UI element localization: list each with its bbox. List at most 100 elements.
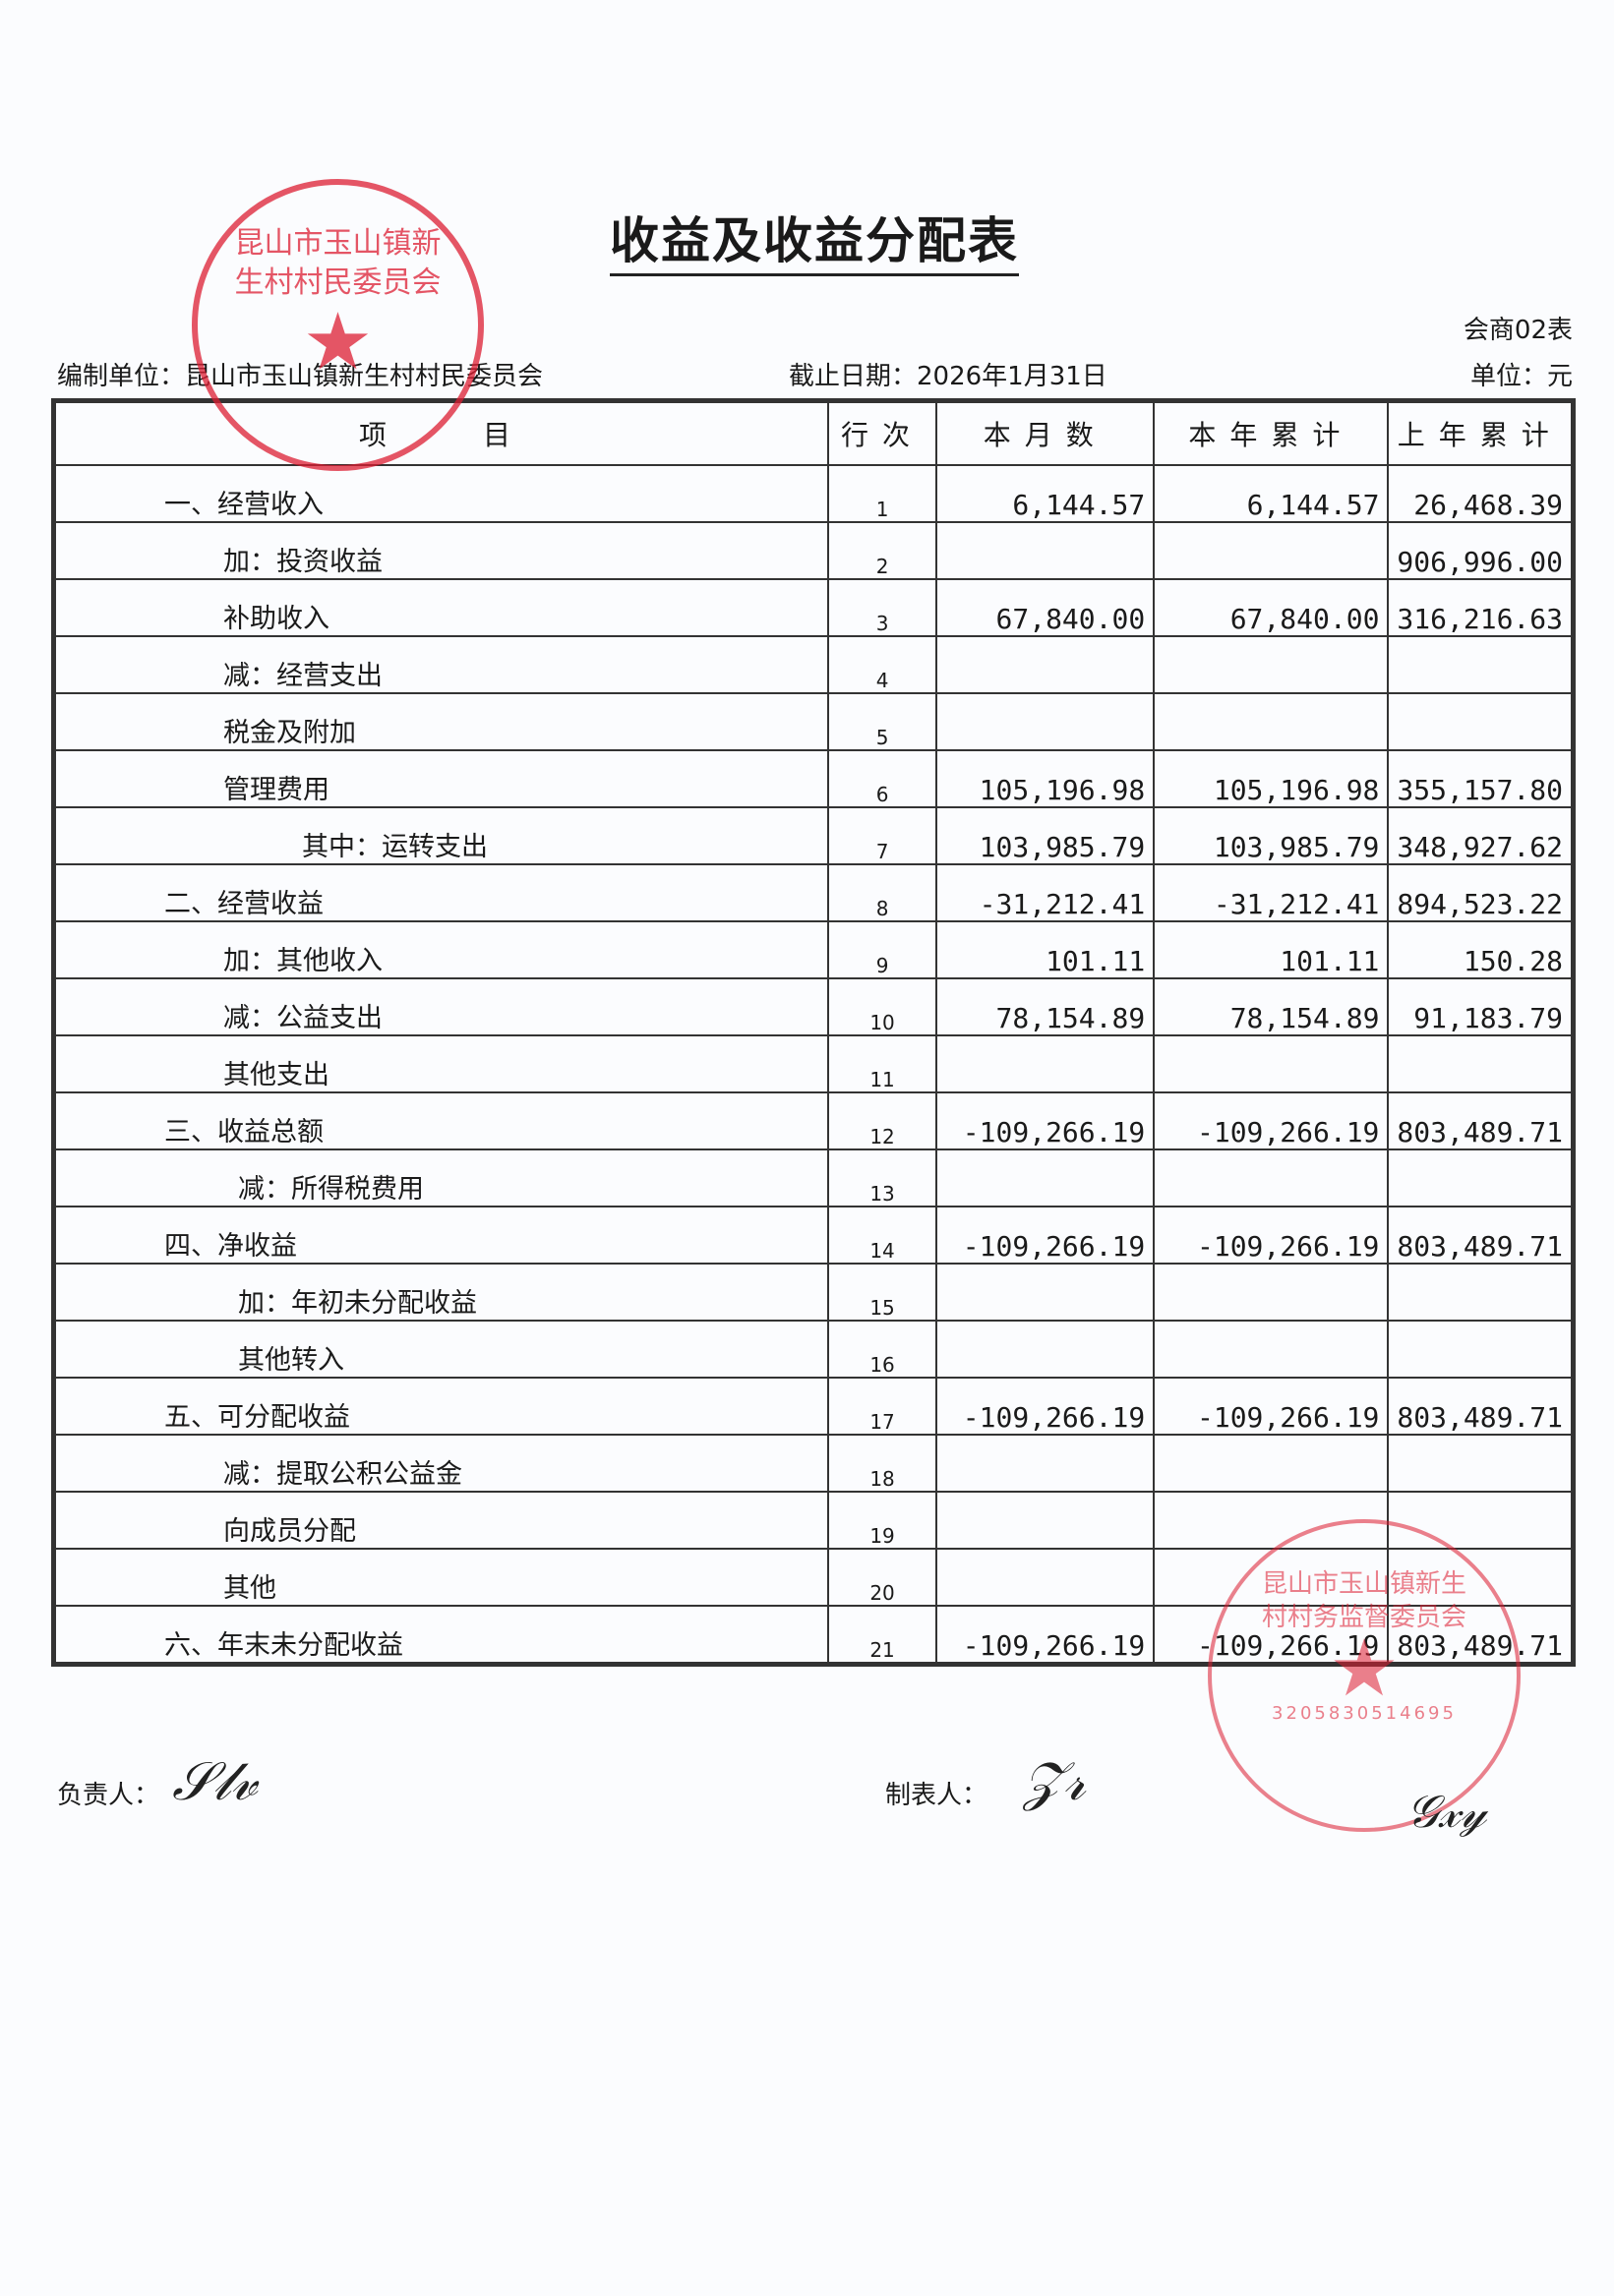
row-month: 67,840.00 <box>935 578 1156 637</box>
table-row: 减：公益支出 10 78,154.89 78,154.89 91,183.79 <box>52 977 1575 1036</box>
row-item: 减：公益支出 <box>52 977 829 1036</box>
row-prev: 348,927.62 <box>1387 806 1575 865</box>
row-prev: 91,183.79 <box>1387 977 1575 1036</box>
table-row: 加：其他收入 9 101.11 101.11 150.28 <box>52 920 1575 979</box>
row-prev: 355,157.80 <box>1387 749 1575 808</box>
stamp-text: 昆山市玉山镇新生村村民委员会 <box>234 226 442 300</box>
document-title: 收益及收益分配表 <box>0 202 1614 276</box>
table-row: 其他转入 16 <box>52 1320 1575 1379</box>
row-line: 3 <box>826 578 938 637</box>
row-month <box>935 1548 1156 1607</box>
row-prev: 894,523.22 <box>1387 863 1575 922</box>
row-line: 17 <box>826 1377 938 1436</box>
supervision-stamp: 昆山市玉山镇新生村村务监督委员会 ★ 3205830514695 <box>1208 1519 1521 1832</box>
row-ytd: -109,266.19 <box>1153 1377 1390 1436</box>
preparer-signature: 𝒵𝓇 <box>1023 1750 1086 1812</box>
row-item: 加：投资收益 <box>52 521 829 580</box>
row-item: 其中：运转支出 <box>52 806 829 865</box>
row-month: 103,985.79 <box>935 806 1156 865</box>
row-line: 16 <box>826 1320 938 1379</box>
row-ytd: 78,154.89 <box>1153 977 1390 1036</box>
preparer-label: 制表人： <box>885 1781 988 1810</box>
row-ytd: 105,196.98 <box>1153 749 1390 808</box>
row-item: 加：年初未分配收益 <box>52 1263 829 1322</box>
row-month: -31,212.41 <box>935 863 1156 922</box>
row-prev <box>1387 1148 1575 1207</box>
row-month: 6,144.57 <box>935 464 1156 523</box>
table-row: 其中：运转支出 7 103,985.79 103,985.79 348,927.62 <box>52 806 1575 865</box>
table-row: 三、收益总额 12 -109,266.19 -109,266.19 803,489.71 <box>52 1091 1575 1150</box>
row-item: 其他转入 <box>52 1320 829 1379</box>
row-item: 减：提取公积公益金 <box>52 1434 829 1493</box>
row-line: 14 <box>826 1206 938 1265</box>
row-line: 4 <box>826 635 938 694</box>
table-row: 减：提取公积公益金 18 <box>52 1434 1575 1493</box>
row-ytd: 101.11 <box>1153 920 1390 979</box>
row-month: -109,266.19 <box>935 1377 1156 1436</box>
row-ytd <box>1153 1320 1390 1379</box>
star-icon: ★ <box>1329 1622 1400 1714</box>
table-row: 加：投资收益 2 906,996.00 <box>52 521 1575 580</box>
row-prev <box>1387 1320 1575 1379</box>
row-month <box>935 1263 1156 1322</box>
table-row: 二、经营收益 8 -31,212.41 -31,212.41 894,523.22 <box>52 863 1575 922</box>
row-month: 78,154.89 <box>935 977 1156 1036</box>
header-prev: 上年累计 <box>1387 399 1575 466</box>
row-month <box>935 1148 1156 1207</box>
table-row: 五、可分配收益 17 -109,266.19 -109,266.19 803,489.7… <box>52 1377 1575 1436</box>
row-item: 五、可分配收益 <box>52 1377 829 1436</box>
row-ytd: 67,840.00 <box>1153 578 1390 637</box>
row-prev: 150.28 <box>1387 920 1575 979</box>
row-line: 20 <box>826 1548 938 1607</box>
row-prev <box>1387 1434 1575 1493</box>
row-prev <box>1387 1263 1575 1322</box>
row-ytd: 6,144.57 <box>1153 464 1390 523</box>
row-ytd <box>1153 1034 1390 1093</box>
row-line: 2 <box>826 521 938 580</box>
row-item: 四、净收益 <box>52 1206 829 1265</box>
row-line: 11 <box>826 1034 938 1093</box>
row-ytd <box>1153 692 1390 751</box>
table-row: 税金及附加 5 <box>52 692 1575 751</box>
row-item: 管理费用 <box>52 749 829 808</box>
header-ytd: 本年累计 <box>1153 399 1390 466</box>
row-month <box>935 1491 1156 1550</box>
income-distribution-table: 项 目 行次 本月数 本年累计 上年累计 一、经营收入 1 6,144.57 6,14… <box>51 398 1576 1667</box>
header-month: 本月数 <box>935 399 1156 466</box>
table-row: 减：所得税费用 13 <box>52 1148 1575 1207</box>
responsible-signature: 𝒮𝓁𝓋 <box>172 1750 258 1812</box>
table-row: 补助收入 3 67,840.00 67,840.00 316,216.63 <box>52 578 1575 637</box>
row-prev: 803,489.71 <box>1387 1091 1575 1150</box>
row-prev: 803,489.71 <box>1387 1377 1575 1436</box>
responsible-label: 负责人： <box>57 1781 160 1810</box>
row-item: 一、经营收入 <box>52 464 829 523</box>
row-prev: 26,468.39 <box>1387 464 1575 523</box>
row-month: 101.11 <box>935 920 1156 979</box>
table-row: 减：经营支出 4 <box>52 635 1575 694</box>
table-row: 加：年初未分配收益 15 <box>52 1263 1575 1322</box>
row-item: 减：所得税费用 <box>52 1148 829 1207</box>
row-ytd: -109,266.19 <box>1153 1091 1390 1150</box>
row-line: 9 <box>826 920 938 979</box>
row-line: 15 <box>826 1263 938 1322</box>
row-month: -109,266.19 <box>935 1206 1156 1265</box>
row-line: 8 <box>826 863 938 922</box>
row-line: 1 <box>826 464 938 523</box>
row-ytd: 103,985.79 <box>1153 806 1390 865</box>
row-item: 减：经营支出 <box>52 635 829 694</box>
row-ytd <box>1153 635 1390 694</box>
row-month <box>935 1034 1156 1093</box>
row-month <box>935 635 1156 694</box>
date-label: 截止日期：2026年1月31日 <box>789 362 1107 391</box>
row-item: 补助收入 <box>52 578 829 637</box>
row-ytd: -109,266.19 <box>1153 1206 1390 1265</box>
row-month <box>935 1434 1156 1493</box>
row-item: 三、收益总额 <box>52 1091 829 1150</box>
row-month: 105,196.98 <box>935 749 1156 808</box>
table-row: 管理费用 6 105,196.98 105,196.98 355,157.80 <box>52 749 1575 808</box>
row-line: 21 <box>826 1605 938 1666</box>
row-item: 其他支出 <box>52 1034 829 1093</box>
row-item: 税金及附加 <box>52 692 829 751</box>
stamp-code: 3205830514695 <box>1272 1703 1457 1724</box>
row-prev: 906,996.00 <box>1387 521 1575 580</box>
